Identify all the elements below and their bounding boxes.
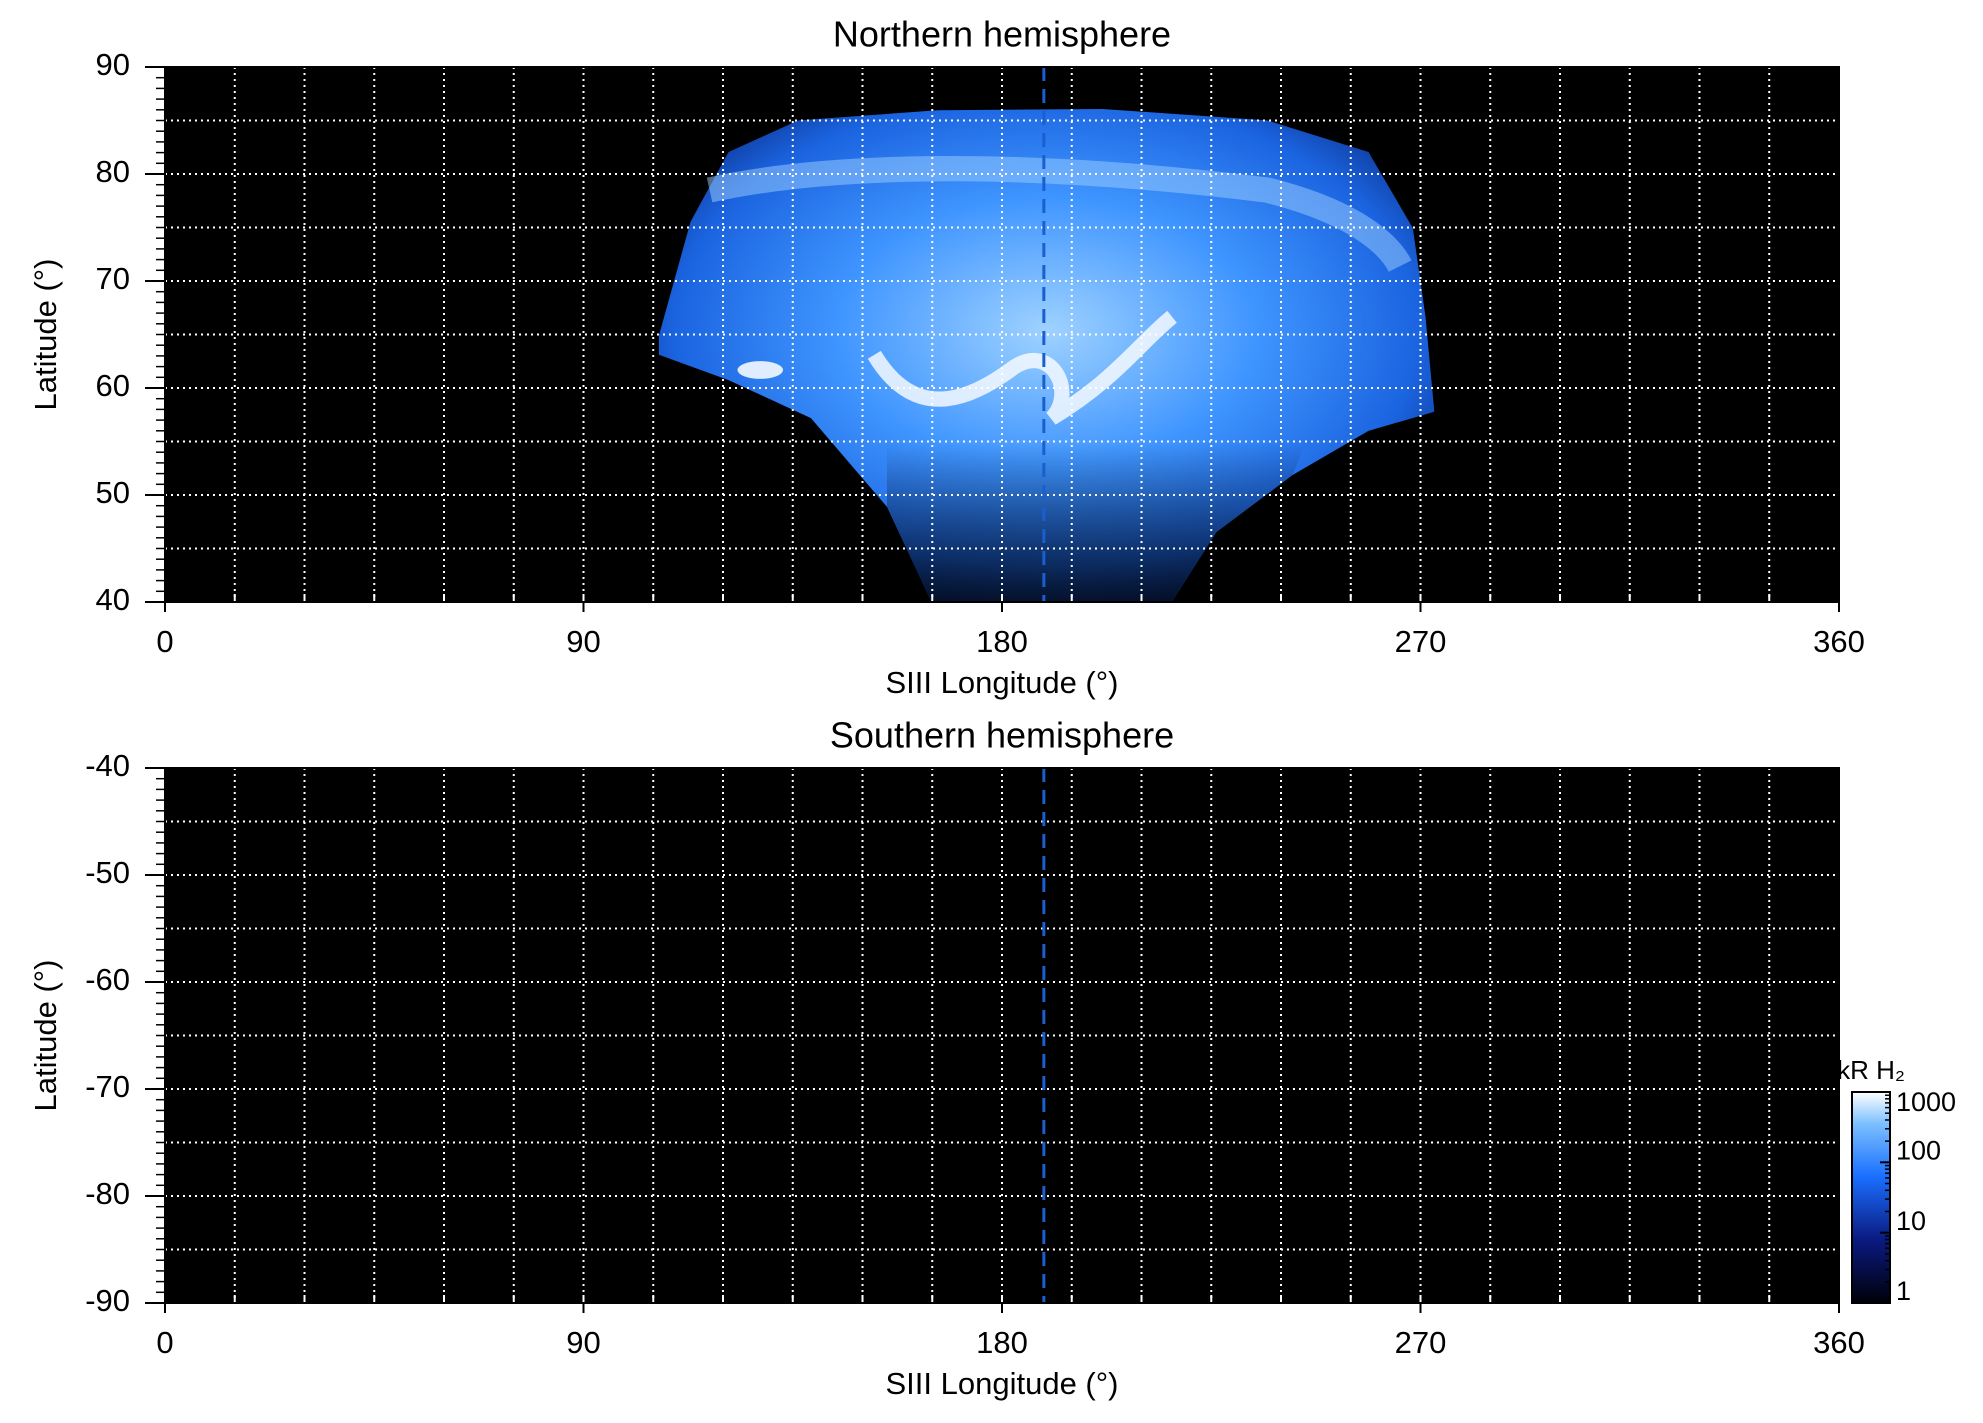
y-tick-label: -40: [85, 748, 130, 783]
y-tick-label: 90: [96, 47, 130, 82]
x-tick-label: 270: [1395, 1325, 1447, 1360]
y-axis-label: Latitude (°): [28, 259, 63, 411]
x-tick-label: 360: [1813, 624, 1865, 659]
y-tick-label: -70: [85, 1069, 130, 1104]
y-tick-label: 50: [96, 475, 130, 510]
aurora-dim: [886, 443, 1306, 602]
x-tick-label: 90: [566, 624, 600, 659]
y-tick-label: 60: [96, 368, 130, 403]
y-tick-label: -60: [85, 962, 130, 997]
chart-title: Southern hemisphere: [830, 715, 1174, 756]
x-tick-label: 0: [156, 624, 173, 659]
colorbar: [1851, 1091, 1891, 1304]
y-tick-label: -90: [85, 1283, 130, 1318]
x-tick-label: 180: [976, 624, 1028, 659]
y-tick-label: -80: [85, 1176, 130, 1211]
colorbar-label: kR H₂: [1837, 1055, 1905, 1085]
x-tick-label: 90: [566, 1325, 600, 1360]
y-axis-label: Latitude (°): [28, 960, 63, 1112]
chart-title: Northern hemisphere: [833, 14, 1171, 55]
x-axis-label: SIII Longitude (°): [886, 1366, 1119, 1401]
colorbar-tick-label: 100: [1896, 1135, 1941, 1165]
y-tick-label: 80: [96, 154, 130, 189]
aurora-layer: [658, 108, 1435, 602]
y-tick-label: 40: [96, 582, 130, 617]
colorbar-tick-label: 1: [1896, 1276, 1911, 1306]
y-tick-label: 70: [96, 261, 130, 296]
x-tick-label: 270: [1395, 624, 1447, 659]
colorbar-tick-label: 1000: [1896, 1087, 1956, 1117]
aurora-arc: [706, 155, 1412, 273]
x-tick-label: 360: [1813, 1325, 1865, 1360]
colorbar-tick-label: 10: [1896, 1206, 1926, 1236]
aurora-oval: [867, 310, 1177, 425]
aurora-spot: [737, 361, 784, 379]
x-axis-label: SIII Longitude (°): [886, 665, 1119, 700]
y-tick-label: -50: [85, 855, 130, 890]
x-tick-label: 180: [976, 1325, 1028, 1360]
x-tick-label: 0: [156, 1325, 173, 1360]
